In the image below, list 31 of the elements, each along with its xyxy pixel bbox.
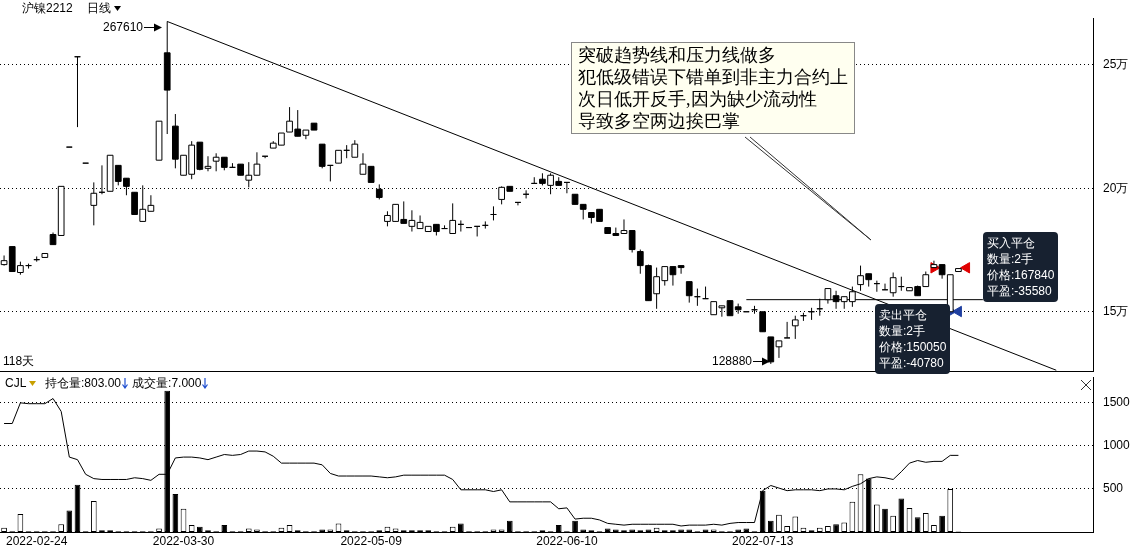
annotation: 次日低开反手,因为缺少流动性 bbox=[578, 88, 818, 110]
annotation: 数量:2手 bbox=[879, 323, 926, 339]
annotation: 128880 bbox=[712, 354, 753, 368]
y-tick-label: 15万 bbox=[1103, 304, 1129, 319]
chart-title: 沪镍2212 bbox=[22, 1, 73, 15]
chart-title: CJL bbox=[5, 376, 27, 390]
annotation: 267610 bbox=[103, 20, 144, 34]
annotation: 突破趋势线和压力线做多 bbox=[578, 44, 777, 66]
annotation: 价格:150050 bbox=[879, 339, 947, 355]
x-tick-label: 2022-05-09 bbox=[340, 533, 403, 548]
x-tick-label: 2022-07-13 bbox=[731, 533, 794, 548]
x-tick-label: 2022-03-30 bbox=[152, 533, 215, 548]
annotation: 卖出平仓 bbox=[879, 307, 928, 323]
annotation: 犯低级错误下错单到非主力合约上 bbox=[578, 66, 848, 88]
y-tick-label: 20万 bbox=[1103, 180, 1129, 195]
series-label: 成交量:7.000 bbox=[132, 376, 202, 390]
annotation: 平盈:-35580 bbox=[987, 283, 1053, 299]
y-tick-label: 1500 bbox=[1103, 395, 1131, 410]
chart-subtitle: 日线 bbox=[86, 1, 111, 15]
annotation: 118天 bbox=[3, 353, 35, 370]
y-tick-label: 500 bbox=[1103, 481, 1124, 496]
annotation: 数量:2手 bbox=[987, 251, 1034, 267]
y-tick-label: 25万 bbox=[1103, 57, 1129, 72]
annotation: 导致多空两边挨巴掌 bbox=[578, 110, 741, 132]
y-tick-label: 1000 bbox=[1103, 438, 1131, 453]
x-tick-label: 2022-02-24 bbox=[6, 533, 68, 548]
annotation: 平盈:-40780 bbox=[879, 355, 945, 371]
annotation: 买入平仓 bbox=[987, 235, 1036, 251]
series-label: 持仓量:803.00 bbox=[45, 376, 122, 390]
x-tick-label: 2022-06-10 bbox=[536, 533, 598, 548]
annotation: 价格:167840 bbox=[987, 267, 1055, 283]
